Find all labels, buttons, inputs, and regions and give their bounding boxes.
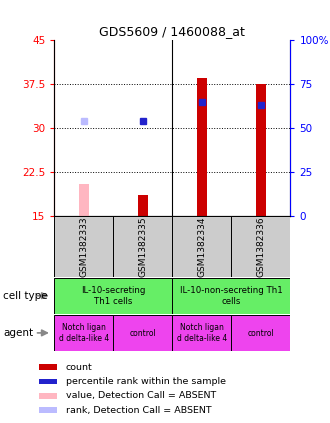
Bar (231, 315, 290, 351)
Text: GSM1382335: GSM1382335 (138, 216, 148, 277)
Bar (172, 216, 231, 277)
Text: value, Detection Call = ABSENT: value, Detection Call = ABSENT (66, 391, 216, 401)
Text: IL-10-non-secreting Th1
cells: IL-10-non-secreting Th1 cells (180, 286, 283, 305)
Bar (54, 278, 172, 314)
Bar (39, 379, 57, 385)
Text: GSM1382336: GSM1382336 (256, 216, 265, 277)
Bar (79, 184, 89, 216)
Text: percentile rank within the sample: percentile rank within the sample (66, 377, 226, 386)
Text: count: count (66, 363, 93, 372)
Text: control: control (248, 329, 274, 338)
Text: GSM1382334: GSM1382334 (197, 216, 207, 277)
Text: control: control (130, 329, 156, 338)
Bar (172, 315, 231, 351)
Text: Notch ligan
d delta-like 4: Notch ligan d delta-like 4 (177, 324, 227, 343)
Bar (54, 216, 114, 277)
Bar (54, 315, 114, 351)
Text: Notch ligan
d delta-like 4: Notch ligan d delta-like 4 (59, 324, 109, 343)
Bar (39, 393, 57, 399)
Text: agent: agent (3, 328, 33, 338)
Bar (39, 407, 57, 413)
Text: cell type: cell type (3, 291, 48, 301)
Text: IL-10-secreting
Th1 cells: IL-10-secreting Th1 cells (81, 286, 146, 305)
Bar (197, 78, 207, 216)
Text: GSM1382333: GSM1382333 (80, 216, 88, 277)
Text: rank, Detection Call = ABSENT: rank, Detection Call = ABSENT (66, 406, 212, 415)
Bar (114, 216, 173, 277)
Bar (231, 216, 290, 277)
Bar (39, 364, 57, 370)
Bar (256, 84, 266, 216)
Bar (114, 315, 173, 351)
Bar (172, 278, 290, 314)
Bar (138, 195, 148, 216)
Title: GDS5609 / 1460088_at: GDS5609 / 1460088_at (99, 25, 246, 38)
